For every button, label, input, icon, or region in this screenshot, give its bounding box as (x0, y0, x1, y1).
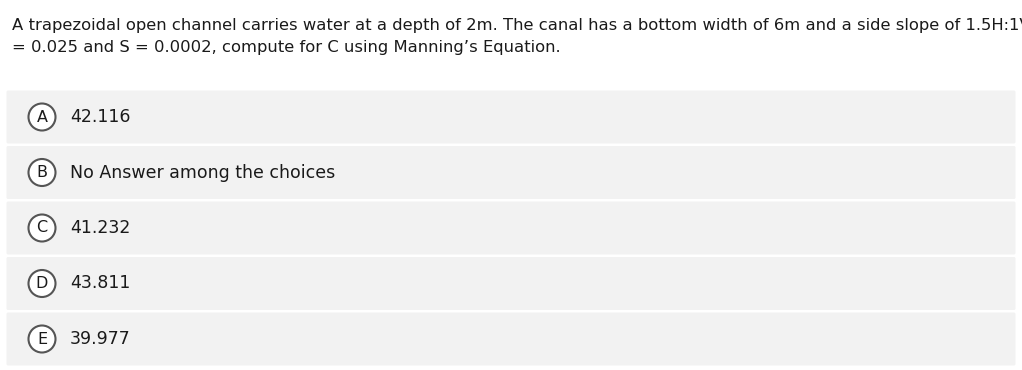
Text: A: A (37, 110, 47, 124)
Text: B: B (37, 165, 47, 180)
Text: 42.116: 42.116 (69, 108, 131, 126)
Text: 41.232: 41.232 (69, 219, 131, 237)
Ellipse shape (29, 159, 55, 186)
FancyBboxPatch shape (6, 313, 1016, 366)
FancyBboxPatch shape (6, 257, 1016, 310)
FancyBboxPatch shape (6, 91, 1016, 144)
Ellipse shape (29, 104, 55, 131)
Ellipse shape (29, 326, 55, 353)
Text: = 0.025 and S = 0.0002, compute for C using Manning’s Equation.: = 0.025 and S = 0.0002, compute for C us… (12, 40, 561, 55)
Text: D: D (36, 276, 48, 291)
FancyBboxPatch shape (6, 146, 1016, 199)
Ellipse shape (29, 215, 55, 242)
Ellipse shape (29, 270, 55, 297)
Text: E: E (37, 332, 47, 346)
Text: A trapezoidal open channel carries water at a depth of 2m. The canal has a botto: A trapezoidal open channel carries water… (12, 18, 1022, 33)
Text: C: C (37, 221, 48, 235)
Text: 43.811: 43.811 (69, 275, 131, 293)
FancyBboxPatch shape (6, 202, 1016, 255)
Text: No Answer among the choices: No Answer among the choices (69, 164, 335, 182)
Text: 39.977: 39.977 (69, 330, 131, 348)
